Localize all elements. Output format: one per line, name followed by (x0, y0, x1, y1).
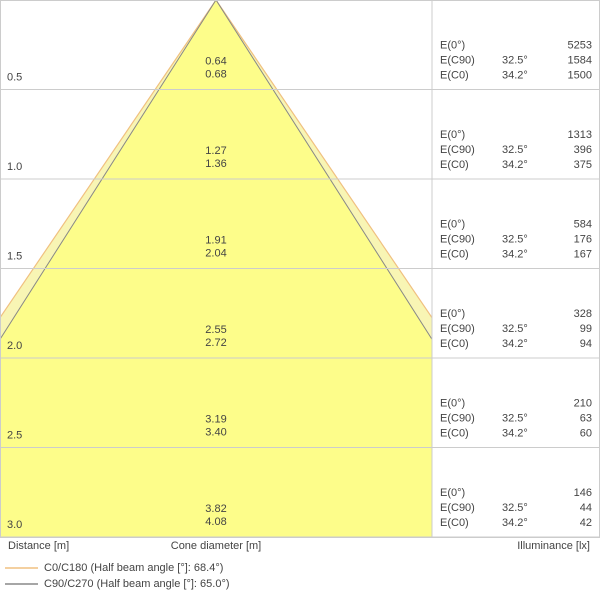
angle: 32.5° (502, 502, 528, 514)
label: E(C0) (440, 248, 469, 260)
label: E(C0) (440, 69, 469, 81)
value: 94 (580, 338, 592, 350)
distance: 1.5 (7, 250, 22, 262)
label: E(C90) (440, 233, 475, 245)
axis-label: Distance [m] (8, 540, 69, 552)
diameter-c0: 1.36 (205, 158, 226, 170)
label: E(C90) (440, 412, 475, 424)
label: E(0°) (440, 218, 465, 230)
label: E(0°) (440, 308, 465, 320)
value: 42 (580, 517, 592, 529)
diameter-c0: 0.68 (205, 68, 226, 80)
axis-label: Illuminance [lx] (517, 540, 590, 552)
value: 176 (574, 233, 592, 245)
value: 1313 (568, 129, 592, 141)
value: 167 (574, 248, 592, 260)
label: E(0°) (440, 397, 465, 409)
label: E(C0) (440, 159, 469, 171)
legend-text: C90/C270 (Half beam angle [°]: 65.0°) (44, 578, 230, 590)
angle: 34.2° (502, 338, 528, 350)
diameter-c0: 2.04 (205, 247, 226, 259)
value: 99 (580, 323, 592, 335)
angle: 34.2° (502, 248, 528, 260)
axis-label: Cone diameter [m] (171, 540, 261, 552)
label: E(C90) (440, 54, 475, 66)
value: 328 (574, 308, 592, 320)
diameter-c90: 1.91 (205, 234, 226, 246)
distance: 0.5 (7, 71, 22, 83)
angle: 34.2° (502, 69, 528, 81)
label: E(0°) (440, 39, 465, 51)
label: E(C90) (440, 502, 475, 514)
label: E(C0) (440, 517, 469, 529)
diameter-c90: 3.19 (205, 413, 226, 425)
value: 63 (580, 412, 592, 424)
value: 1584 (568, 54, 592, 66)
label: E(C90) (440, 144, 475, 156)
value: 584 (574, 218, 592, 230)
value: 1500 (568, 69, 592, 81)
diameter-c0: 4.08 (205, 516, 226, 528)
label: E(C0) (440, 338, 469, 350)
angle: 32.5° (502, 323, 528, 335)
label: E(C0) (440, 427, 469, 439)
value: 396 (574, 144, 592, 156)
angle: 32.5° (502, 144, 528, 156)
angle: 32.5° (502, 412, 528, 424)
distance: 3.0 (7, 519, 22, 531)
diameter-c90: 3.82 (205, 503, 226, 515)
angle: 32.5° (502, 233, 528, 245)
grid (0, 0, 600, 538)
distance: 1.0 (7, 161, 22, 173)
diameter-c90: 2.55 (205, 324, 226, 336)
diameter-c90: 0.64 (205, 55, 226, 67)
distance: 2.0 (7, 340, 22, 352)
value: 5253 (568, 39, 592, 51)
legend-text: C0/C180 (Half beam angle [°]: 68.4°) (44, 562, 223, 574)
label: E(0°) (440, 129, 465, 141)
diameter-c0: 2.72 (205, 337, 226, 349)
value: 210 (574, 397, 592, 409)
angle: 34.2° (502, 517, 528, 529)
diameter-c0: 3.40 (205, 426, 226, 438)
label: E(0°) (440, 487, 465, 499)
angle: 34.2° (502, 159, 528, 171)
label: E(C90) (440, 323, 475, 335)
texts: 0.5 0.640.68 E(0°) 5253 E(C90) 32.5° 1584 E(C0)… (7, 39, 592, 531)
value: 44 (580, 502, 592, 514)
value: 146 (574, 487, 592, 499)
value: 375 (574, 159, 592, 171)
value: 60 (580, 427, 592, 439)
angle: 32.5° (502, 54, 528, 66)
distance: 2.5 (7, 429, 22, 441)
angle: 34.2° (502, 427, 528, 439)
diameter-c90: 1.27 (205, 145, 226, 157)
